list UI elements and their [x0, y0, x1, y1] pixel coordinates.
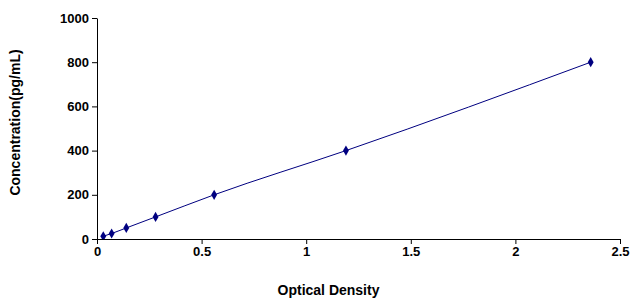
- y-axis: 0 200 400 600 800 1000: [60, 11, 97, 247]
- tick: 800: [67, 55, 97, 70]
- tick-label: 2: [512, 244, 519, 259]
- tick-label: 0: [82, 232, 89, 247]
- point: [123, 223, 129, 233]
- data: [100, 57, 593, 239]
- point: [211, 190, 217, 200]
- tick-label: 1.5: [402, 244, 420, 259]
- tick-label: 1000: [60, 11, 89, 26]
- tick-mark: [92, 195, 97, 196]
- point: [109, 228, 115, 238]
- plot: 0 0.5 1 1.5 2 2.5 0 200 400 600 800 1000: [60, 11, 629, 260]
- tick: 1.5: [402, 239, 420, 259]
- tick-label: 200: [67, 187, 89, 202]
- tick-label: 400: [67, 143, 89, 158]
- tick-label: 1: [303, 244, 310, 259]
- point: [100, 231, 106, 239]
- tick-label: 0.5: [193, 244, 211, 259]
- tick-label: 600: [67, 99, 89, 114]
- tick: 2.5: [611, 239, 629, 259]
- tick: 1: [303, 239, 310, 259]
- tick: 200: [67, 187, 97, 202]
- point: [588, 57, 594, 67]
- tick-mark: [92, 239, 97, 240]
- tick-mark: [92, 62, 97, 63]
- x-axis-title: Optical Density: [278, 282, 380, 298]
- x-axis: 0 0.5 1 1.5 2 2.5: [94, 239, 630, 259]
- tick: 600: [67, 99, 97, 114]
- tick: 1000: [60, 11, 97, 26]
- tick: 0: [82, 232, 97, 247]
- tick-label: 0: [94, 244, 101, 259]
- tick-mark: [92, 18, 97, 19]
- tick-label: 2.5: [611, 244, 629, 259]
- tick: 0.5: [193, 239, 211, 259]
- tick-mark: [92, 151, 97, 152]
- curve: [103, 62, 590, 236]
- chart: 0 0.5 1 1.5 2 2.5 0 200 400 600 800 1000 Optical Den…: [0, 0, 635, 305]
- axis-line: [97, 19, 98, 240]
- point: [153, 212, 159, 222]
- tick-mark: [92, 106, 97, 107]
- point: [343, 146, 349, 156]
- tick: 0: [94, 239, 101, 259]
- y-axis-title: Concentration(pg/mL): [7, 49, 23, 195]
- axis-line: [98, 239, 621, 240]
- tick: 2: [512, 239, 519, 259]
- tick: 400: [67, 143, 97, 158]
- tick-label: 800: [67, 55, 89, 70]
